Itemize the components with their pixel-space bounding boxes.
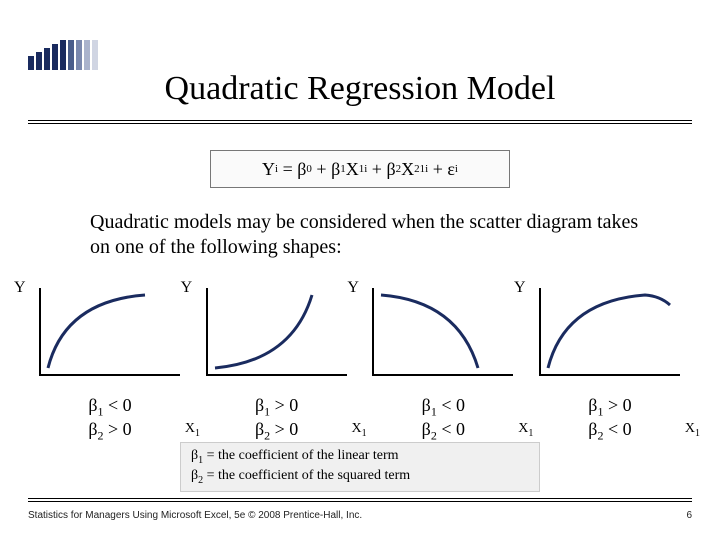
decoration-bar xyxy=(84,40,90,70)
chart-caption: β1 < 0β2 > 0 xyxy=(30,395,190,443)
decoration-bar xyxy=(60,40,66,70)
chart-row: YX1β1 < 0β2 > 0YX1β1 > 0β2 > 0YX1β1 < 0β… xyxy=(30,283,690,443)
decoration-bar xyxy=(44,48,50,70)
chart-y-label: Y xyxy=(181,279,193,297)
page-number: 6 xyxy=(686,510,692,521)
eq-b2: β xyxy=(386,159,395,180)
chart-y-label: Y xyxy=(14,279,26,297)
decoration-bars xyxy=(28,40,98,70)
eq-eps: ε xyxy=(447,159,455,180)
chart-3: YX1β1 < 0β2 < 0 xyxy=(363,283,523,443)
title-rule xyxy=(28,120,692,124)
eq-x2-sub: 1i xyxy=(420,163,429,175)
eq-x1-sub: 1i xyxy=(359,163,368,175)
chart-svg xyxy=(197,283,357,388)
decoration-bar xyxy=(52,44,58,70)
coefficient-legend: β1 = the coefficient of the linear term … xyxy=(180,442,540,492)
eq-b1: β xyxy=(331,159,340,180)
decoration-bar xyxy=(76,40,82,70)
legend-b2-text: = the coefficient of the squared term xyxy=(203,468,410,483)
legend-line-1: β1 = the coefficient of the linear term xyxy=(191,447,529,467)
eq-y: Y xyxy=(262,159,275,180)
decoration-bar xyxy=(36,52,42,70)
chart-1: YX1β1 < 0β2 > 0 xyxy=(30,283,190,443)
eq-b0: β xyxy=(297,159,306,180)
chart-4: YX1β1 > 0β2 < 0 xyxy=(530,283,690,443)
chart-x-label: X1 xyxy=(685,421,700,439)
eq-plus2: + xyxy=(367,159,386,180)
legend-b1-text: = the coefficient of the linear term xyxy=(203,448,398,463)
chart-svg xyxy=(30,283,190,388)
eq-plus3: + xyxy=(428,159,447,180)
chart-y-label: Y xyxy=(347,279,359,297)
footer-text: Statistics for Managers Using Microsoft … xyxy=(28,510,362,521)
eq-eps-sub: i xyxy=(455,163,458,175)
chart-caption: β1 > 0β2 > 0 xyxy=(197,395,357,443)
chart-caption: β1 > 0β2 < 0 xyxy=(530,395,690,443)
footer-rule xyxy=(28,498,692,502)
eq-x1: X xyxy=(346,159,359,180)
eq-x2: X xyxy=(401,159,414,180)
page-title: Quadratic Regression Model xyxy=(0,70,720,108)
decoration-bar xyxy=(92,40,98,70)
chart-y-label: Y xyxy=(514,279,526,297)
chart-svg xyxy=(530,283,690,388)
legend-line-2: β2 = the coefficient of the squared term xyxy=(191,467,529,487)
decoration-bar xyxy=(28,56,34,70)
chart-caption: β1 < 0β2 < 0 xyxy=(363,395,523,443)
eq-eq: = xyxy=(278,159,297,180)
equation: Yi = β0 + β1 X1i + β2 X21i + εi xyxy=(210,150,510,188)
chart-svg xyxy=(363,283,523,388)
chart-2: YX1β1 > 0β2 > 0 xyxy=(197,283,357,443)
subtitle: Quadratic models may be considered when … xyxy=(90,210,650,260)
decoration-bar xyxy=(68,40,74,70)
eq-plus1: + xyxy=(312,159,331,180)
